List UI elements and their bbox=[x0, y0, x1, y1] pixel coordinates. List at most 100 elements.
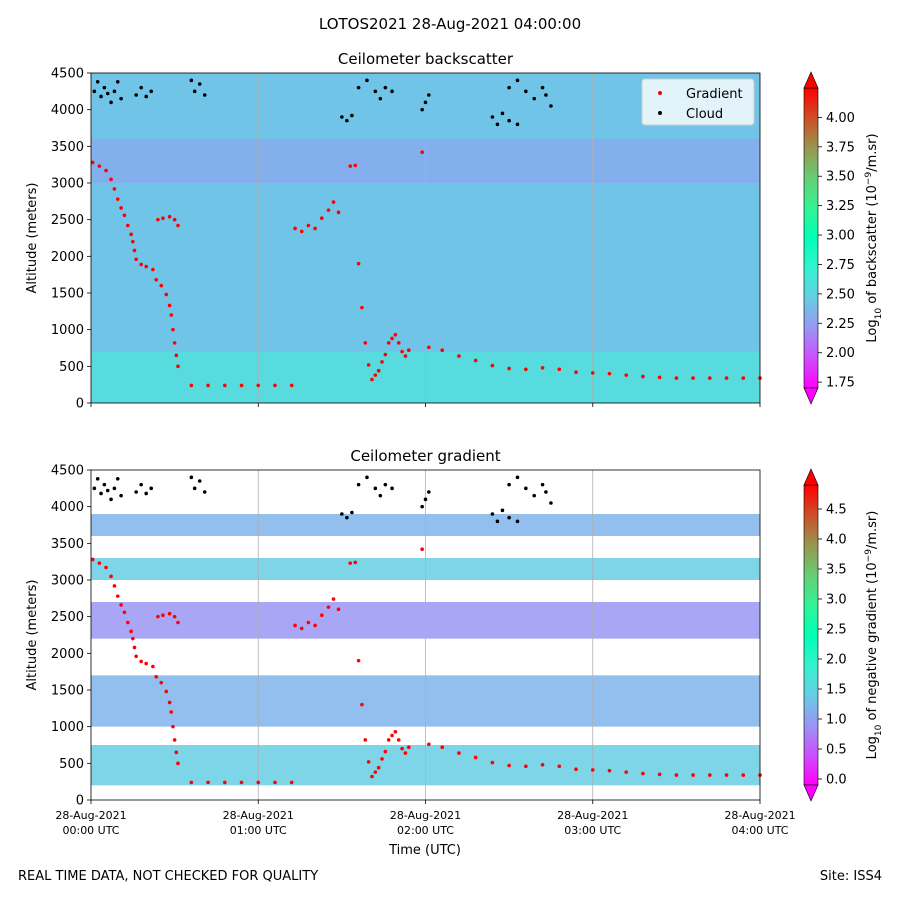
point-gradient-44 bbox=[336, 607, 341, 612]
point-cloud-38 bbox=[540, 482, 545, 487]
point-gradient-5 bbox=[115, 594, 120, 598]
point-gradient-25 bbox=[156, 614, 160, 619]
point-gradient-35 bbox=[273, 780, 277, 785]
point-gradient-18 bbox=[164, 689, 169, 694]
point-gradient-12 bbox=[134, 654, 138, 659]
point-gradient-14 bbox=[144, 661, 148, 666]
point-gradient-51 bbox=[370, 774, 374, 779]
point-cloud-17 bbox=[340, 115, 344, 119]
point-gradient-19 bbox=[167, 700, 172, 705]
y-tick-label: 4500 bbox=[51, 464, 84, 479]
colorbar-tick-label: 3.50 bbox=[826, 170, 855, 185]
y-axis-label: Altitude (meters) bbox=[25, 580, 40, 691]
point-gradient-58 bbox=[393, 333, 398, 337]
point-gradient-65 bbox=[440, 745, 445, 749]
point-cloud-25 bbox=[390, 89, 394, 94]
point-cloud-35 bbox=[515, 78, 520, 83]
colorbar-gradient bbox=[803, 87, 819, 389]
point-cloud-35 bbox=[515, 475, 520, 480]
point-cloud-38 bbox=[540, 85, 545, 90]
point-cloud-26 bbox=[420, 504, 424, 509]
point-gradient-20 bbox=[169, 710, 174, 714]
point-gradient-10 bbox=[131, 239, 135, 244]
point-cloud-32 bbox=[507, 515, 511, 520]
point-cloud-9 bbox=[134, 93, 138, 97]
colorbar-tick-label: 1.0 bbox=[826, 713, 847, 728]
point-gradient-33 bbox=[239, 780, 244, 785]
point-gradient-81 bbox=[708, 773, 712, 777]
point-gradient-30 bbox=[189, 780, 194, 785]
point-gradient-27 bbox=[167, 611, 172, 616]
point-gradient-71 bbox=[540, 763, 545, 767]
point-cloud-13 bbox=[189, 475, 194, 480]
x-tick-label-time: 04:00 UTC bbox=[731, 824, 788, 837]
colorbar-tick-label: 3.00 bbox=[826, 229, 855, 244]
point-gradient-34 bbox=[256, 780, 261, 785]
point-cloud-6 bbox=[112, 89, 117, 94]
colorbar-label-part-4: /m.sr) bbox=[865, 133, 880, 171]
point-cloud-23 bbox=[378, 493, 383, 498]
point-gradient-23 bbox=[174, 353, 179, 358]
y-tick-label: 0 bbox=[76, 397, 84, 412]
point-gradient-55 bbox=[383, 749, 388, 754]
point-gradient-45 bbox=[348, 561, 353, 565]
point-gradient-83 bbox=[741, 773, 746, 777]
point-gradient-40 bbox=[313, 623, 317, 628]
colorbar-tick-label: 2.75 bbox=[826, 258, 855, 273]
point-gradient-66 bbox=[457, 354, 461, 358]
point-gradient-36 bbox=[289, 383, 294, 388]
point-gradient-44 bbox=[336, 210, 341, 215]
colorbar-label-part-0: Log bbox=[865, 736, 880, 759]
point-cloud-39 bbox=[544, 490, 548, 494]
x-tick-label-date: 28-Aug-2021 bbox=[557, 809, 628, 822]
point-gradient-81 bbox=[708, 376, 712, 380]
point-gradient-56 bbox=[386, 738, 391, 742]
y-tick-label: 2000 bbox=[51, 647, 84, 662]
point-gradient-1 bbox=[97, 561, 102, 565]
point-cloud-3 bbox=[102, 482, 107, 487]
point-cloud-24 bbox=[383, 85, 388, 90]
point-gradient-46 bbox=[353, 560, 358, 565]
point-cloud-27 bbox=[423, 100, 428, 105]
point-gradient-2 bbox=[104, 168, 108, 173]
point-gradient-50 bbox=[366, 363, 371, 367]
point-gradient-7 bbox=[122, 610, 127, 615]
point-gradient-33 bbox=[239, 383, 244, 388]
point-gradient-64 bbox=[427, 742, 431, 747]
point-gradient-37 bbox=[293, 623, 297, 628]
series-gradient bbox=[90, 150, 762, 388]
point-gradient-4 bbox=[112, 584, 117, 588]
point-cloud-34 bbox=[507, 85, 511, 90]
point-gradient-4 bbox=[112, 187, 117, 191]
point-gradient-39 bbox=[306, 223, 311, 228]
series-cloud bbox=[92, 475, 553, 524]
point-gradient-25 bbox=[156, 217, 160, 222]
point-gradient-7 bbox=[122, 213, 127, 218]
point-gradient-72 bbox=[557, 367, 562, 372]
point-cloud-21 bbox=[365, 475, 369, 480]
colorbar-extend-max bbox=[803, 71, 819, 89]
point-cloud-8 bbox=[119, 96, 123, 101]
x-tick-label-time: 03:00 UTC bbox=[564, 824, 621, 837]
point-gradient-48 bbox=[360, 702, 364, 707]
legend-label-gradient: Gradient bbox=[686, 87, 743, 102]
point-cloud-1 bbox=[95, 80, 100, 84]
point-gradient-24 bbox=[176, 761, 180, 766]
point-gradient-23 bbox=[174, 750, 179, 755]
point-gradient-62 bbox=[406, 745, 411, 749]
point-cloud-36 bbox=[524, 486, 528, 491]
colorbar: 1.75 2.00 2.25 2.50 2.75 3.00 3.25 3.50 3.75 4.00… bbox=[803, 71, 884, 405]
y-tick-label: 3500 bbox=[51, 140, 84, 155]
point-gradient-6 bbox=[119, 603, 123, 607]
point-gradient-41 bbox=[320, 216, 324, 220]
point-gradient-80 bbox=[691, 376, 695, 380]
point-gradient-32 bbox=[223, 383, 227, 388]
colorbar-label-part-0: Log bbox=[865, 319, 880, 342]
point-gradient-21 bbox=[171, 327, 175, 332]
x-tick-label-date: 28-Aug-2021 bbox=[55, 809, 126, 822]
y-tick-label: 4000 bbox=[51, 500, 84, 515]
point-gradient-30 bbox=[189, 383, 194, 388]
point-gradient-75 bbox=[607, 768, 612, 773]
point-gradient-51 bbox=[370, 377, 374, 382]
x-tick-label-time: 00:00 UTC bbox=[62, 824, 119, 837]
